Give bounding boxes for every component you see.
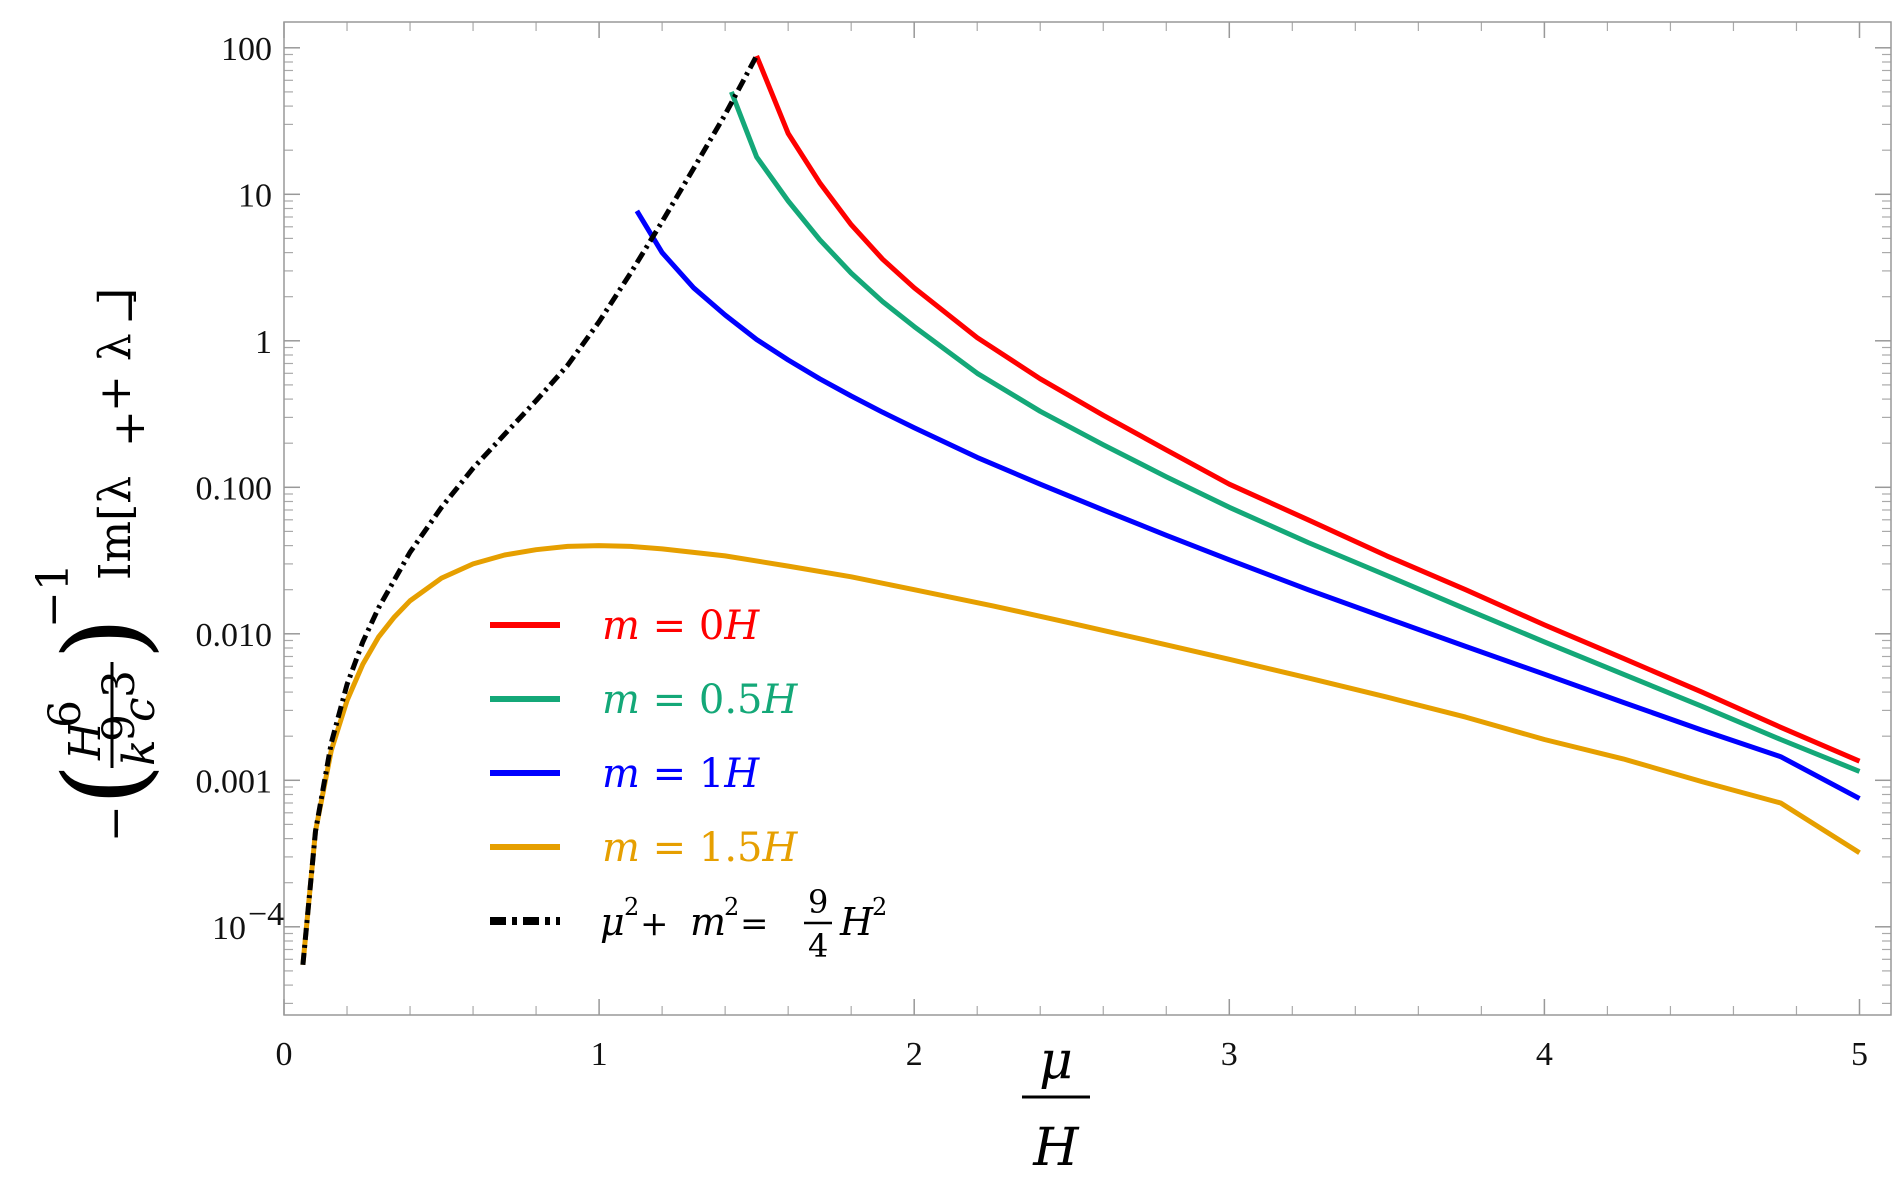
- y-axis-label-close-paren: ): [40, 617, 168, 660]
- y-axis-label: − ( H 6 k 9 c 3 ) −1 Im[λ + + λ − ]: [28, 288, 168, 842]
- y-axis-label-frac-den-c-exp: 3: [94, 670, 145, 698]
- y-axis-label-frac-den-k: k: [114, 739, 165, 766]
- x-tick-label: 5: [1851, 1036, 1868, 1073]
- series-layer: [300, 54, 1861, 966]
- series-line-m-0h: [754, 54, 1861, 764]
- series-line-m-1h: [634, 209, 1861, 801]
- y-tick-label: 0.100: [196, 470, 273, 507]
- y-axis-label-frac-num-exp: 6: [40, 700, 91, 728]
- x-tick-label: 1: [591, 1036, 608, 1073]
- legend-eq-H-exp: 2: [872, 893, 887, 921]
- y-tick-label: 0.010: [196, 617, 273, 654]
- x-tick-label: 0: [276, 1036, 293, 1073]
- legend-eq-mu: μ: [600, 900, 625, 944]
- series-line--m-9-4-h-: [300, 54, 759, 966]
- x-axis-label: μ H: [1021, 1031, 1090, 1178]
- y-axis-label-frac-den-c: c: [114, 697, 165, 722]
- x-tick-label: 3: [1221, 1036, 1238, 1073]
- legend-label-part: = 0.5: [640, 677, 763, 723]
- legend-label-part: m: [602, 825, 640, 871]
- y-axis-label-frac-den-k-exp: 9: [94, 714, 145, 742]
- y-axis-label-open-paren: (: [40, 763, 168, 806]
- legend-label: m = 1H: [602, 751, 760, 797]
- legend-eq-equals: =: [740, 904, 769, 944]
- legend-label: m = 1.5H: [602, 825, 799, 871]
- legend: m = 0Hm = 0.5Hm = 1Hm = 1.5Hμ 2 + m2 = 94…: [490, 603, 887, 965]
- legend-label-part: H: [762, 825, 799, 871]
- legend-label-part: m: [602, 603, 640, 649]
- y-tick-label: 10: [238, 177, 272, 214]
- legend-label-part: m: [602, 751, 640, 797]
- major-ticks: [283, 22, 1891, 1015]
- y-axis-label-power: −1: [28, 563, 79, 628]
- legend-label-part: H: [723, 751, 760, 797]
- y-axis-label-minus: −: [90, 805, 141, 842]
- x-axis-label-denominator: H: [1032, 1118, 1080, 1178]
- x-axis-label-numerator: μ: [1039, 1031, 1073, 1091]
- x-tick-label: 4: [1536, 1036, 1553, 1073]
- x-tick-label: 2: [906, 1036, 923, 1073]
- legend-eq-plus: +: [640, 904, 669, 944]
- minor-ticks: [284, 22, 1891, 1015]
- legend-eq-frac-num: 9: [808, 883, 828, 921]
- series-line-m-0-5h: [729, 90, 1861, 774]
- y-tick-label: 0.001: [196, 763, 273, 800]
- legend-eq-m: m: [690, 900, 726, 944]
- legend-label-part: = 1: [640, 751, 724, 797]
- y-tick-label: 10: [212, 910, 246, 947]
- legend-eq-mu-exp: 2: [624, 893, 639, 921]
- y-axis-label-close: ]: [90, 288, 141, 305]
- legend-label-part: H: [723, 603, 760, 649]
- legend-eq-frac-den: 4: [808, 927, 828, 965]
- legend-label: m = 0.5H: [602, 677, 799, 723]
- y-tick-label: 1: [255, 324, 272, 361]
- y-axis-label-im-text: Im[λ: [90, 476, 141, 580]
- legend-eq-H: H: [839, 900, 874, 944]
- plot-frame: [283, 21, 1892, 1016]
- legend-label-part: = 0: [640, 603, 724, 649]
- y-axis-label-plus-sub: +: [104, 410, 155, 447]
- legend-label-part: = 1.5: [640, 825, 763, 871]
- legend-eq-m-exp: 2: [724, 893, 739, 921]
- y-axis-label-mid: + λ: [90, 333, 141, 426]
- legend-label: m = 0H: [602, 603, 760, 649]
- y-tick-label: 100: [221, 31, 272, 68]
- legend-label-part: H: [762, 677, 799, 723]
- y-tick-label-exponent: −4: [248, 896, 284, 933]
- y-axis-label-frac-num-base: H: [60, 720, 111, 761]
- legend-label-part: m: [602, 677, 640, 723]
- y-axis-label-minus-sub: −: [104, 288, 155, 325]
- series-line-m-1-5h: [300, 543, 1861, 966]
